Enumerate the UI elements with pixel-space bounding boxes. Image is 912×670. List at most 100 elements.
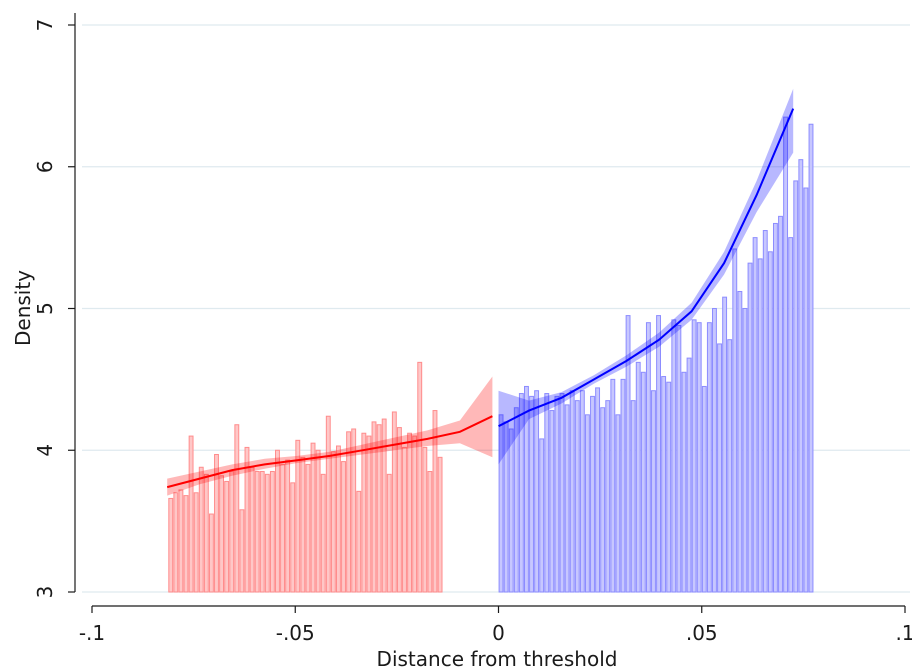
bar-series1-16 <box>244 446 250 593</box>
bar-series2-30 <box>645 322 651 593</box>
bar-series2-26 <box>625 315 631 593</box>
bar-series2-21 <box>600 407 606 593</box>
bar-series2-35 <box>671 319 677 593</box>
bar-series1-20 <box>264 473 270 593</box>
bar-series2-15 <box>569 390 575 593</box>
bar-series1-34 <box>336 445 341 593</box>
bar-series2-36 <box>676 325 682 593</box>
bar-series2-16 <box>574 400 580 593</box>
bar-series1-40 <box>366 435 372 593</box>
tick-marks: 3 4 5 6 7 -.1 -.05 0 .05 .1 <box>33 19 912 645</box>
bar-series2-37 <box>681 371 687 593</box>
bar-series2-33 <box>661 376 667 593</box>
bar-series2-56 <box>778 215 783 593</box>
bar-series1-49 <box>412 435 418 593</box>
bar-series2-45 <box>722 296 728 593</box>
bar-series2-6 <box>524 385 529 593</box>
bar-series2-25 <box>620 378 626 593</box>
bar-series2-39 <box>691 319 697 593</box>
y-tick-label: 6 <box>33 160 57 173</box>
bar-series1-33 <box>330 451 336 593</box>
x-tick-label: -.1 <box>79 621 105 645</box>
bar-series2-3 <box>508 428 514 593</box>
bar-series1-27 <box>300 456 306 593</box>
bar-series2-62 <box>808 123 814 593</box>
bar-series1-9 <box>208 513 214 593</box>
bar-series1-18 <box>254 471 260 593</box>
bar-series2-60 <box>798 159 804 593</box>
bar-series1-32 <box>325 415 331 593</box>
bar-series2-31 <box>651 390 656 593</box>
bar-series2-59 <box>793 180 799 593</box>
bar-series2-46 <box>727 339 733 593</box>
bar-series2-17 <box>579 390 585 593</box>
bar-series1-21 <box>269 471 275 593</box>
bar-series2-19 <box>590 395 595 593</box>
bar-series1-31 <box>320 473 326 593</box>
bar-series2-42 <box>706 322 712 593</box>
bar-series2-24 <box>615 414 621 593</box>
bar-series1-44 <box>386 473 392 593</box>
y-tick-label: 3 <box>33 586 57 599</box>
bar-series2-22 <box>605 400 611 593</box>
bar-series2-5 <box>518 393 524 593</box>
bar-series2-40 <box>696 322 702 593</box>
bar-series2-34 <box>666 381 672 593</box>
bar-series1-42 <box>376 424 382 593</box>
bar-series2-8 <box>534 390 540 593</box>
bar-series2-1 <box>498 414 504 593</box>
bar-series1-37 <box>351 428 357 593</box>
bar-series2-27 <box>630 400 636 593</box>
bar-series1-25 <box>290 482 296 593</box>
bar-series1-23 <box>280 463 285 593</box>
bar-series2-52 <box>757 258 763 593</box>
bar-series2-9 <box>539 438 545 593</box>
bar-series2-49 <box>742 308 748 593</box>
bar-series2-58 <box>788 237 794 593</box>
bar-series1-12 <box>224 480 230 593</box>
bar-series1-53 <box>432 410 438 593</box>
bar-series2-29 <box>640 371 646 593</box>
x-tick-label: .05 <box>686 621 718 645</box>
bar-series2-50 <box>747 262 753 593</box>
bar-series2-23 <box>610 378 616 593</box>
bar-series1-39 <box>361 432 367 593</box>
bar-series2-28 <box>635 361 641 593</box>
bar-series1-51 <box>422 446 428 593</box>
bar-series2-13 <box>559 393 565 593</box>
bar-series2-12 <box>554 395 560 593</box>
bar-series1-35 <box>341 461 346 593</box>
bar-series1-48 <box>407 432 413 593</box>
bar-series1-45 <box>391 411 397 593</box>
bar-series2-48 <box>737 290 743 593</box>
bar-series2-47 <box>732 248 738 593</box>
bar-series1-46 <box>396 427 402 593</box>
bar-series2-41 <box>701 385 707 593</box>
bar-series2-20 <box>595 387 601 593</box>
bar-series1-1 <box>168 497 174 593</box>
bar-series1-41 <box>371 421 377 593</box>
x-tick-label: .1 <box>895 621 912 645</box>
bar-series1-29 <box>310 442 316 593</box>
bar-series1-2 <box>173 492 179 593</box>
bar-series2-4 <box>513 407 519 593</box>
y-tick-label: 5 <box>33 302 57 315</box>
bar-series2-7 <box>529 395 534 593</box>
bar-series1-24 <box>285 459 291 593</box>
bar-series1-50 <box>417 361 423 593</box>
bar-series2-54 <box>767 251 773 593</box>
bar-series1-30 <box>315 449 321 593</box>
bar-series1-3 <box>178 489 184 593</box>
fit-lines <box>166 88 795 496</box>
bar-series2-44 <box>717 343 722 593</box>
bar-series1-22 <box>275 449 280 593</box>
histogram-bars <box>168 116 814 593</box>
bar-series2-55 <box>772 222 778 593</box>
bar-series2-10 <box>544 393 550 593</box>
bar-series1-7 <box>198 466 204 593</box>
bar-series1-17 <box>249 466 255 593</box>
bar-series2-57 <box>783 116 789 593</box>
ci-band-series1 <box>167 376 493 496</box>
fit-line-series1 <box>166 415 493 489</box>
